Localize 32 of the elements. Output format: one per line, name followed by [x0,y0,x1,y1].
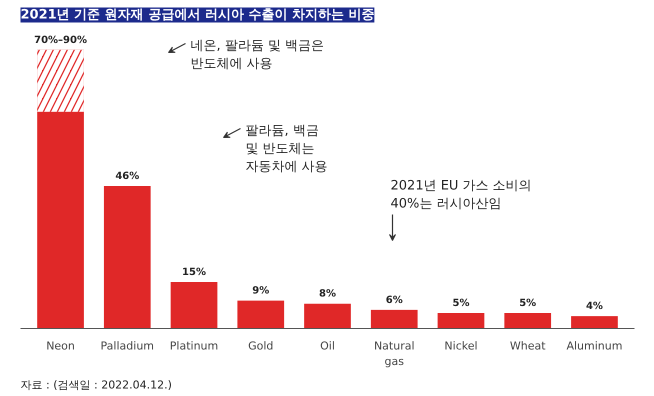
total-label: 70%–90% [34,34,87,46]
data-label: 6% [386,294,403,306]
bar [37,112,84,328]
bar [571,316,618,328]
bar [170,282,218,328]
bar [104,186,151,328]
bar [370,310,418,328]
bar [438,313,484,328]
data-label: 4% [586,301,603,312]
x-tick-label: Aluminum [566,340,622,352]
data-label: 8% [319,288,336,300]
annotation: 2021년 EU 가스 소비의 40%는 러시아산임 [390,178,532,212]
bar [237,300,284,328]
text: 자료 : (검색일 : 2022.04.12.) [20,378,172,392]
x-tick-label: Platinum [170,340,218,352]
x-tick-label: Palladium [100,340,154,352]
chart-title: 2021년 기준 원자재 공급에서 러시아 수출이 차지하는 비중 [20,8,374,22]
data-label: 46% [115,171,140,182]
x-tick-label: Nickel [444,340,478,352]
data-label: 5% [519,298,536,310]
data-label: 9% [252,286,270,297]
data-label: 5% [452,298,470,310]
annotation: 네온, 팔라듐 및 백금은 반도체에 사용 [190,38,324,72]
annotation: 팔라듐, 백금 및 반도체는 자동차에 사용 [246,124,328,174]
x-tick-label: Wheat [510,340,546,352]
x-tick-label: Natural gas [374,340,415,368]
x-tick-label: Gold [248,340,274,352]
bar [504,313,552,328]
data-label: 15% [182,267,206,278]
x-tick-label: Neon [46,340,75,352]
x-tick-label: Oil [320,340,335,352]
bar [304,304,351,328]
